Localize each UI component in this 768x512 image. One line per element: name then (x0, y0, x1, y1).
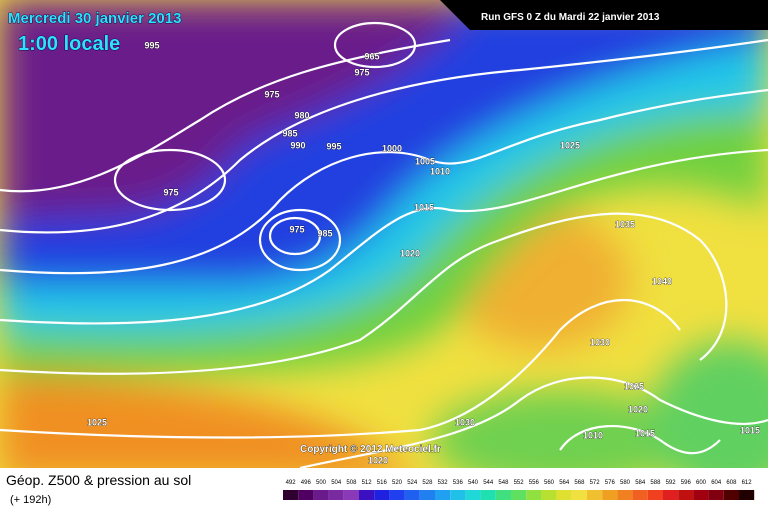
field (0, 0, 768, 468)
scale-label: 516 (377, 480, 388, 486)
scale-swatch (723, 490, 739, 500)
scale-label: 536 (453, 480, 464, 486)
scale-swatch (328, 490, 344, 500)
scale-label: 572 (590, 480, 601, 486)
scale-label: 548 (498, 480, 509, 486)
scale-label: 544 (483, 480, 494, 486)
scale-label: 580 (620, 480, 631, 486)
isobar-label: 1040 (652, 276, 672, 286)
isobar-label: 1015 (635, 428, 655, 438)
scale-swatch (480, 490, 496, 500)
scale-swatch (526, 490, 542, 500)
scale-swatch (283, 490, 299, 500)
scale-label: 552 (514, 480, 525, 486)
scale-label: 496 (301, 480, 312, 486)
scale-label: 528 (422, 480, 433, 486)
scale-label: 524 (407, 480, 418, 486)
scale-swatch (374, 490, 390, 500)
scale-label: 576 (605, 480, 616, 486)
scale-swatch (343, 490, 359, 500)
isobar-label: 1020 (400, 248, 420, 258)
isobar-label: 995 (326, 141, 341, 151)
scale-label: 520 (392, 480, 403, 486)
scale-label: 500 (316, 480, 327, 486)
scale-swatch (617, 490, 633, 500)
title: Mercredi 30 janvier 2013 (8, 10, 181, 27)
run-info: Run GFS 0 Z du Mardi 22 janvier 2013 (481, 12, 660, 23)
isobar-label: 975 (354, 67, 369, 77)
isobar-label: 1035 (615, 219, 635, 229)
isobar-label: 1015 (414, 202, 434, 212)
scale-swatch (632, 490, 648, 500)
copyright: Copyright © 2012 Meteociel.fr (300, 444, 441, 455)
scale-label: 612 (742, 480, 753, 486)
scale-label: 560 (544, 480, 555, 486)
isobar-label: 990 (290, 140, 305, 150)
isobar-label: 1005 (415, 156, 435, 166)
scale-label: 512 (362, 480, 373, 486)
scale-label: 588 (650, 480, 661, 486)
isobar-label: 1025 (560, 140, 580, 150)
scale-label: 608 (726, 480, 737, 486)
isobar-label: 1000 (382, 143, 402, 153)
isobar-label: 975 (289, 224, 304, 234)
scale-label: 564 (559, 480, 570, 486)
scale-label: 568 (574, 480, 585, 486)
scale-swatch (541, 490, 557, 500)
isobar-label: 1025 (624, 381, 644, 391)
scale-swatch (556, 490, 572, 500)
scale-label: 592 (666, 480, 677, 486)
scale-label: 508 (346, 480, 357, 486)
scale-label: 596 (681, 480, 692, 486)
scale-swatch (602, 490, 618, 500)
scale-swatch (571, 490, 587, 500)
scale-label: 504 (331, 480, 342, 486)
isobar-label: 1020 (368, 455, 388, 465)
scale-swatch (450, 490, 466, 500)
scale-label: 532 (438, 480, 449, 486)
isobar-label: 1015 (740, 425, 760, 435)
scale-label: 604 (711, 480, 722, 486)
isobar-label: 975 (264, 89, 279, 99)
scale-swatch (404, 490, 420, 500)
isobar-label: 1020 (628, 404, 648, 414)
scale-swatch (465, 490, 481, 500)
scale-swatch (587, 490, 603, 500)
scale-swatch (647, 490, 663, 500)
footer-lead: (+ 192h) (10, 494, 51, 506)
isobar-label: 965 (364, 51, 379, 61)
scale-label: 540 (468, 480, 479, 486)
scale-label: 584 (635, 480, 646, 486)
scale-swatch (313, 490, 329, 500)
footer-title: Géop. Z500 & pression au sol (6, 472, 191, 488)
scale-swatch (495, 490, 511, 500)
isobar-label: 1025 (87, 417, 107, 427)
subtitle: 1:00 locale (18, 33, 120, 55)
isobar-label: 1030 (590, 337, 610, 347)
isobar-label: 985 (282, 128, 297, 138)
scale-swatch (678, 490, 694, 500)
scale-swatch (359, 490, 375, 500)
isobar-label: 1030 (455, 417, 475, 427)
isobar-label: 980 (294, 110, 309, 120)
scale-swatch (435, 490, 451, 500)
scale-swatch (739, 490, 755, 500)
scale-swatch (389, 490, 405, 500)
scale-swatch (708, 490, 724, 500)
isobar-label: 975 (163, 187, 178, 197)
isobar-label: 985 (317, 228, 332, 238)
scale-swatch (419, 490, 435, 500)
scale-swatch (511, 490, 527, 500)
isobar-label: 1010 (583, 430, 603, 440)
isobars (0, 21, 768, 468)
scale-label: 492 (286, 480, 297, 486)
scale-swatch (663, 490, 679, 500)
isobar-label: 1010 (430, 166, 450, 176)
scale-label: 556 (529, 480, 540, 486)
isobar-label: 995 (144, 40, 159, 50)
scale-label: 600 (696, 480, 707, 486)
scale-swatch (298, 490, 314, 500)
scale-swatch (693, 490, 709, 500)
